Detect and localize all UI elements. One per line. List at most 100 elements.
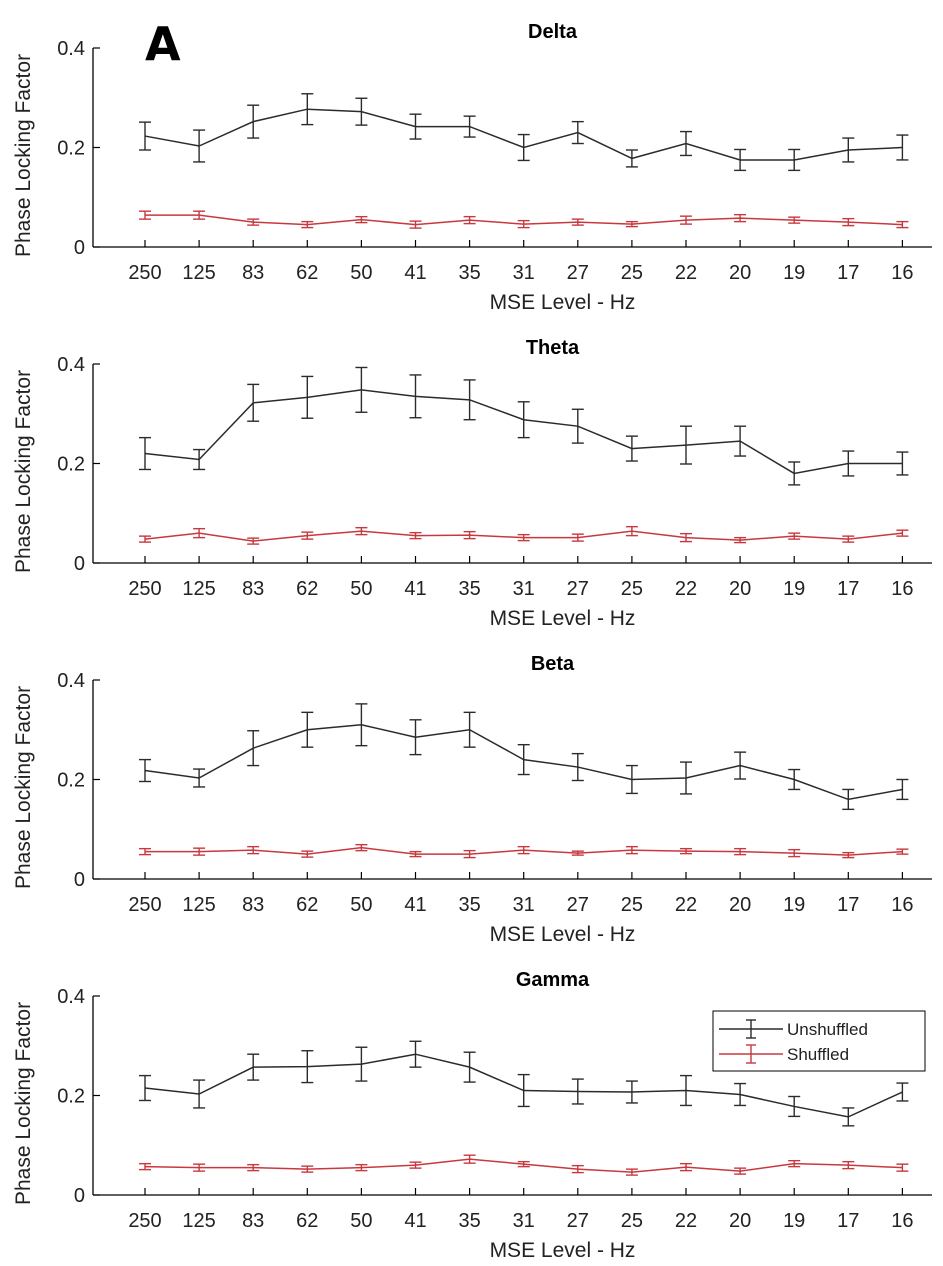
error-bar-unshuffled <box>247 730 260 767</box>
legend-box <box>712 1010 926 1072</box>
x-tick-label: 83 <box>242 262 264 284</box>
error-bar-shuffled <box>517 219 530 229</box>
x-tick-label: 25 <box>621 1210 643 1232</box>
error-bar-shuffled <box>193 210 206 220</box>
error-bar-unshuffled <box>517 1073 530 1108</box>
error-bar-unshuffled <box>788 461 801 486</box>
error-bar-shuffled <box>842 1160 855 1170</box>
x-tick-label: 31 <box>513 1210 535 1232</box>
error-bar-shuffled <box>355 1163 368 1172</box>
error-bar-shuffled <box>625 1168 638 1176</box>
error-bar-shuffled <box>517 1160 530 1168</box>
error-bar-shuffled <box>680 847 692 855</box>
y-tick-label: 0.2 <box>57 138 85 160</box>
error-bar-unshuffled <box>463 379 476 421</box>
error-bar-unshuffled <box>571 1078 584 1105</box>
error-bar-shuffled <box>193 1163 206 1172</box>
error-bar-unshuffled <box>734 148 747 172</box>
error-bar-shuffled <box>842 535 855 543</box>
y-tick-label: 0.4 <box>57 670 85 692</box>
x-axis-label: MSE Level - Hz <box>490 1239 636 1262</box>
error-bar-shuffled <box>734 847 747 856</box>
error-bar-unshuffled <box>355 1046 368 1082</box>
x-tick-label: 62 <box>296 1210 318 1232</box>
error-bar-unshuffled <box>842 450 855 477</box>
error-bar-unshuffled <box>463 115 476 138</box>
error-bar-shuffled <box>896 848 909 855</box>
error-bar-unshuffled <box>788 1095 801 1118</box>
y-tick-label: 0.4 <box>57 354 85 376</box>
x-tick-label: 19 <box>783 894 805 916</box>
error-bar-shuffled <box>409 220 422 229</box>
x-tick-label: 41 <box>404 894 426 916</box>
error-bar-unshuffled <box>571 408 584 444</box>
error-bar-unshuffled <box>896 134 909 161</box>
x-tick-label: 16 <box>891 262 913 284</box>
error-bar-unshuffled <box>680 761 692 795</box>
chart-panel-delta: Delta 0 0.2 0.4 250 125 83 62 50 41 35 31 27 25 22 20 19… <box>12 21 932 314</box>
error-bar-unshuffled <box>625 149 638 168</box>
error-bar-unshuffled <box>139 758 151 783</box>
legend: Unshuffled Shuffled <box>712 1010 926 1072</box>
y-axis-label: Phase Locking Factor <box>12 686 35 889</box>
error-bar-shuffled <box>193 527 206 539</box>
x-axis-label: MSE Level - Hz <box>490 607 636 630</box>
x-tick-label: 250 <box>128 894 161 916</box>
error-bar-shuffled <box>734 213 747 223</box>
panel-label: A <box>145 17 181 71</box>
x-tick-label: 50 <box>350 578 372 600</box>
error-bar-unshuffled <box>734 425 747 457</box>
error-bar-unshuffled <box>842 137 855 163</box>
error-bar-unshuffled <box>139 1074 151 1102</box>
error-bar-unshuffled <box>625 764 638 795</box>
y-tick-label: 0.2 <box>57 1086 85 1108</box>
error-bar-unshuffled <box>193 1079 206 1109</box>
error-bar-shuffled <box>896 1163 909 1172</box>
x-tick-label: 125 <box>182 894 215 916</box>
error-bar-shuffled <box>571 850 584 856</box>
error-bar-shuffled <box>896 220 909 229</box>
error-bar-unshuffled <box>896 1082 909 1102</box>
y-tick-label: 0.4 <box>57 986 85 1008</box>
x-tick-label: 50 <box>350 894 372 916</box>
error-bar-shuffled <box>788 848 801 858</box>
error-bar-unshuffled <box>409 374 422 419</box>
error-bar-unshuffled <box>463 1051 476 1083</box>
error-bar-unshuffled <box>517 133 530 162</box>
error-bar-unshuffled <box>193 768 206 788</box>
x-tick-label: 25 <box>621 894 643 916</box>
error-bar-shuffled <box>139 535 151 543</box>
y-tick-label: 0.2 <box>57 770 85 792</box>
x-tick-label: 20 <box>729 1210 751 1232</box>
x-tick-label: 250 <box>128 1210 161 1232</box>
error-bar-unshuffled <box>842 1107 855 1127</box>
chart-panel-theta: Theta 0 0.2 0.4 250 125 83 62 50 41 35 31 27 25 22 20 19… <box>12 337 932 630</box>
x-tick-label: 62 <box>296 894 318 916</box>
error-bar-shuffled <box>463 1154 476 1164</box>
error-bar-shuffled <box>139 847 151 856</box>
error-bar-shuffled <box>409 531 422 540</box>
chart-title: Theta <box>526 337 580 359</box>
y-tick-label: 0.4 <box>57 38 85 60</box>
error-bar-shuffled <box>571 533 584 542</box>
error-bar-shuffled <box>247 218 260 226</box>
error-bar-shuffled <box>680 215 692 225</box>
x-tick-label: 35 <box>458 894 480 916</box>
x-tick-label: 20 <box>729 262 751 284</box>
y-tick-label: 0 <box>74 237 85 259</box>
error-bar-unshuffled <box>139 436 151 471</box>
x-tick-label: 20 <box>729 578 751 600</box>
error-bar-unshuffled <box>247 1053 260 1081</box>
x-tick-label: 22 <box>675 1210 697 1232</box>
error-bar-unshuffled <box>409 1040 422 1068</box>
x-tick-label: 125 <box>182 262 215 284</box>
x-tick-label: 22 <box>675 894 697 916</box>
x-tick-label: 19 <box>783 1210 805 1232</box>
error-bar-unshuffled <box>517 743 530 776</box>
error-bar-shuffled <box>842 851 855 859</box>
error-bar-shuffled <box>463 530 476 540</box>
error-bar-unshuffled <box>355 366 368 413</box>
x-tick-label: 22 <box>675 578 697 600</box>
